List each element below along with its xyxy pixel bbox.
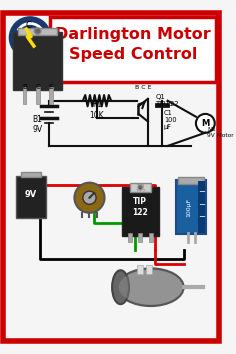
Text: 100μF: 100μF — [186, 198, 191, 217]
Ellipse shape — [112, 270, 129, 304]
FancyBboxPatch shape — [50, 17, 216, 82]
Text: M1
9V Motor: M1 9V Motor — [207, 127, 234, 138]
Text: B C E: B C E — [135, 85, 151, 90]
FancyBboxPatch shape — [36, 87, 40, 103]
FancyBboxPatch shape — [137, 265, 143, 274]
FancyBboxPatch shape — [147, 265, 152, 274]
Text: −: − — [198, 212, 205, 221]
Text: B1
9V: B1 9V — [33, 115, 43, 134]
Ellipse shape — [118, 268, 184, 306]
Text: R1
10K: R1 10K — [90, 101, 104, 120]
FancyBboxPatch shape — [21, 172, 41, 177]
Text: C: C — [35, 84, 40, 90]
Text: TIP
122: TIP 122 — [135, 184, 146, 194]
Text: C1
100
μF: C1 100 μF — [164, 109, 177, 130]
Circle shape — [74, 183, 105, 213]
Circle shape — [83, 191, 96, 204]
Circle shape — [9, 17, 51, 58]
FancyBboxPatch shape — [130, 183, 151, 192]
FancyBboxPatch shape — [198, 181, 205, 233]
Text: −: − — [198, 188, 205, 196]
Text: B: B — [22, 84, 27, 90]
FancyBboxPatch shape — [18, 28, 57, 35]
Ellipse shape — [119, 270, 183, 304]
Text: 9V: 9V — [25, 190, 37, 199]
FancyBboxPatch shape — [122, 187, 159, 236]
FancyBboxPatch shape — [139, 233, 142, 242]
Text: −: − — [198, 200, 205, 209]
FancyBboxPatch shape — [149, 233, 153, 242]
Text: M: M — [201, 119, 210, 128]
FancyBboxPatch shape — [178, 177, 204, 184]
FancyBboxPatch shape — [23, 87, 26, 103]
Text: Speed Control: Speed Control — [69, 47, 197, 62]
FancyBboxPatch shape — [128, 233, 132, 242]
Circle shape — [138, 184, 143, 190]
Text: TIP
122: TIP 122 — [132, 198, 148, 217]
Circle shape — [34, 28, 41, 34]
FancyBboxPatch shape — [3, 13, 219, 341]
Text: E: E — [49, 84, 53, 90]
FancyBboxPatch shape — [49, 87, 53, 103]
Text: C: C — [25, 21, 31, 30]
FancyBboxPatch shape — [16, 176, 46, 217]
FancyBboxPatch shape — [13, 32, 62, 90]
Text: Q1
TIP122: Q1 TIP122 — [156, 94, 179, 107]
Text: Darlington Motor: Darlington Motor — [55, 27, 211, 42]
FancyBboxPatch shape — [176, 180, 206, 234]
Circle shape — [196, 114, 215, 133]
